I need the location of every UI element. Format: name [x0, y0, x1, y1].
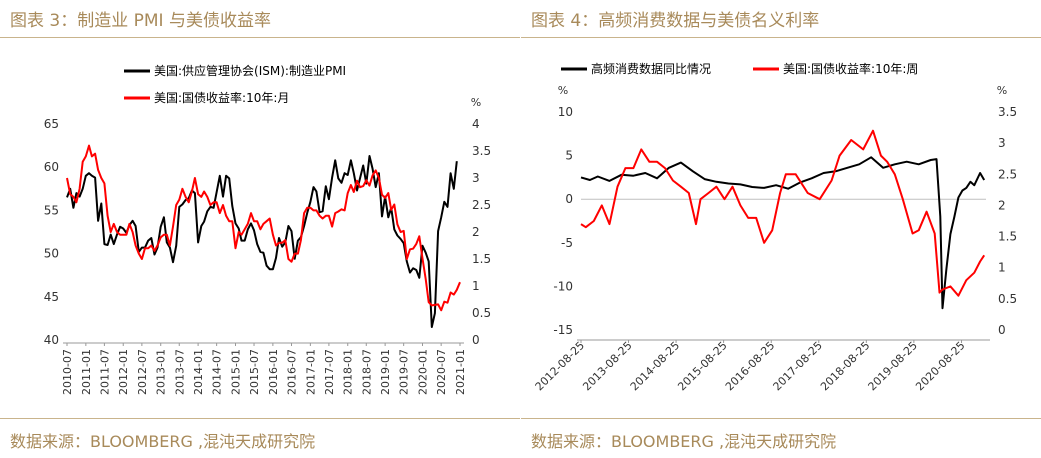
x-axis-tick-label: 2018-01 — [342, 349, 355, 395]
figure-3-bottom-rule — [0, 418, 520, 419]
right-axis-tick-label: 2 — [998, 198, 1006, 212]
left-axis-tick-label: 50 — [44, 247, 59, 261]
right-axis-tick-label: 1.5 — [472, 252, 491, 266]
left-axis-tick-label: -15 — [553, 323, 573, 337]
left-axis-tick-label: -10 — [553, 279, 573, 293]
left-axis-tick-label: 10 — [558, 105, 573, 119]
x-axis-tick-label: 2020-08-25 — [913, 339, 967, 393]
x-axis-tick-label: 2020-01 — [417, 349, 430, 395]
x-axis-tick-label: 2020-07 — [435, 349, 448, 395]
right-axis-tick-label: 3.5 — [998, 105, 1017, 119]
figure-4-source: 数据来源：BLOOMBERG ,混沌天成研究院 — [531, 432, 837, 451]
right-axis-tick-label: 3 — [998, 136, 1006, 150]
x-axis-tick-label: 2011-07 — [98, 349, 111, 395]
figure-3-source: 数据来源：BLOOMBERG ,混沌天成研究院 — [10, 432, 316, 451]
series-line-1 — [580, 156, 986, 310]
legend-label-2: 美国:国债收益率:10年:周 — [783, 61, 918, 76]
series-line-2 — [66, 144, 461, 312]
x-axis-tick-label: 2019-01 — [379, 349, 392, 395]
x-axis-tick-label: 2012-01 — [117, 349, 130, 395]
x-axis-tick-label: 2016-01 — [267, 349, 280, 395]
right-axis-tick-label: 0 — [998, 323, 1006, 337]
x-axis-tick-label: 2019-07 — [398, 349, 411, 395]
x-axis-tick-label: 2013-08-25 — [580, 339, 634, 393]
x-axis-tick-label: 2014-08-25 — [628, 339, 682, 393]
figure-3-title: 图表 3：制造业 PMI 与美债收益率 — [10, 11, 271, 31]
right-axis-tick-label: 1 — [472, 279, 480, 293]
right-axis-tick-label: 1 — [998, 261, 1006, 275]
x-axis-tick-label: 2019-08-25 — [866, 339, 920, 393]
x-axis-tick-label: 2011-01 — [80, 349, 93, 395]
legend-label-1: 高频消费数据同比情况 — [591, 61, 711, 76]
x-axis-tick-label: 2018-08-25 — [818, 339, 872, 393]
x-axis-tick-label: 2015-07 — [248, 349, 261, 395]
right-axis-tick-label: 1.5 — [998, 230, 1017, 244]
right-axis-unit: % — [997, 84, 1007, 97]
left-axis-tick-label: 55 — [44, 203, 59, 217]
x-axis-tick-label: 2014-07 — [211, 349, 224, 395]
pmi-yield-chart: 65 60 55 50 45 40 4 3.5 3 2.5 2 1.5 1 0.5 0% 2010-07 201… — [44, 63, 491, 395]
left-axis-tick-label: 60 — [44, 160, 59, 174]
x-axis-tick-label: 2012-07 — [136, 349, 149, 395]
left-axis-unit: % — [558, 84, 568, 97]
left-axis-tick-label: 0 — [565, 192, 573, 206]
series-line-1 — [66, 155, 458, 328]
right-axis-tick-label: 0 — [472, 333, 480, 347]
figure-4-title: 图表 4：高频消费数据与美债名义利率 — [531, 11, 820, 31]
x-axis-tick-label: 2017-01 — [304, 349, 317, 395]
right-axis-tick-label: 2.5 — [998, 167, 1017, 181]
figure-3-panel: 图表 3：制造业 PMI 与美债收益率 65 60 55 50 45 40 4 3.5 3 2.5… — [0, 0, 520, 458]
series-line-2 — [580, 129, 986, 297]
left-axis-tick-label: -5 — [561, 236, 573, 250]
figure-4-panel: 图表 4：高频消费数据与美债名义利率 10 5 0 -5 -10 -15% 3.5 3 2.5 2… — [521, 0, 1041, 458]
right-axis-tick-label: 0.5 — [998, 292, 1017, 306]
right-axis-tick-label: 2 — [472, 225, 480, 239]
x-axis-tick-label: 2015-08-25 — [675, 339, 729, 393]
right-axis-tick-label: 4 — [472, 117, 480, 131]
consumption-yield-chart: 10 5 0 -5 -10 -15% 3.5 3 2.5 2 1.5 1 0.5 0% 2012-08-25… — [533, 61, 1017, 393]
figure-3-top-rule — [0, 37, 520, 38]
right-axis-tick-label: 2.5 — [472, 198, 491, 212]
x-axis-tick-label: 2015-01 — [229, 349, 242, 395]
left-axis-tick-label: 65 — [44, 117, 59, 131]
right-axis-tick-label: 3 — [472, 171, 480, 185]
x-axis-tick-label: 2018-07 — [360, 349, 373, 395]
x-axis-tick-label: 2010-07 — [61, 349, 74, 395]
legend-label-2: 美国:国债收益率:10年:月 — [154, 90, 289, 105]
right-axis-unit: % — [471, 96, 481, 109]
x-axis-tick-label: 2016-08-25 — [723, 339, 777, 393]
x-axis-tick-label: 2013-01 — [155, 349, 168, 395]
x-axis-tick-label: 2021-01 — [454, 349, 467, 395]
x-axis-tick-label: 2014-01 — [192, 349, 205, 395]
left-axis-tick-label: 45 — [44, 290, 59, 304]
x-axis-tick-label: 2016-07 — [286, 349, 299, 395]
x-axis-tick-label: 2017-07 — [323, 349, 336, 395]
right-axis-tick-label: 0.5 — [472, 306, 491, 320]
left-axis-tick-label: 5 — [565, 149, 573, 163]
x-axis-tick-label: 2013-07 — [173, 349, 186, 395]
figure-4-top-rule — [521, 37, 1041, 38]
legend-label-1: 美国:供应管理协会(ISM):制造业PMI — [154, 63, 346, 78]
x-axis-tick-label: 2012-08-25 — [533, 339, 587, 393]
figure-4-bottom-rule — [521, 418, 1041, 419]
right-axis-tick-label: 3.5 — [472, 144, 491, 158]
left-axis-tick-label: 40 — [44, 333, 59, 347]
x-axis-tick-label: 2017-08-25 — [771, 339, 825, 393]
